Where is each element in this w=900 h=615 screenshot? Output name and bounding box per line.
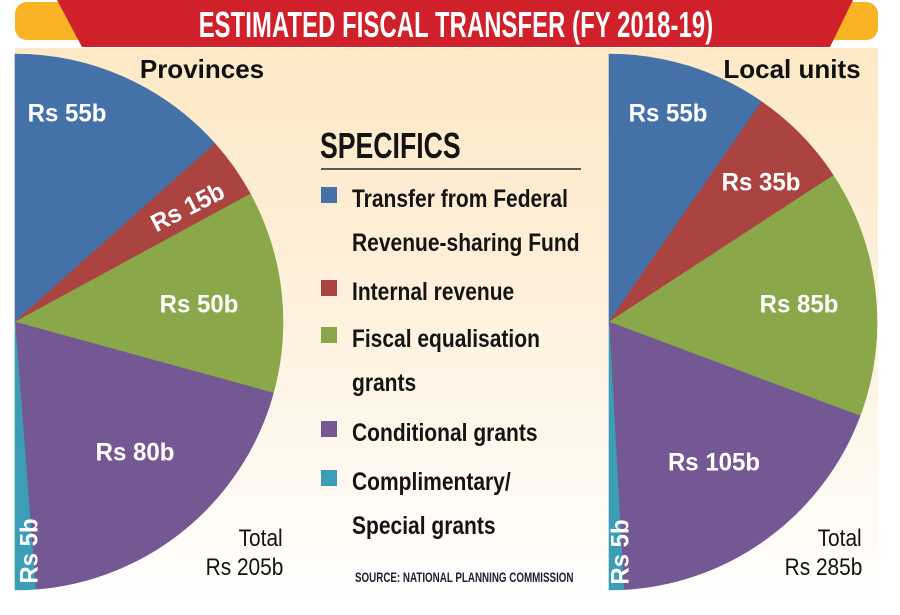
pie-slice-transfer-from-federal-revenue-sharing-fund xyxy=(14,53,216,323)
legend-heading: SPECIFICS xyxy=(320,125,461,166)
data-label-provinces-conditional-grants: Rs 80b xyxy=(95,438,175,467)
data-label-local-conditional-grants: Rs 105b xyxy=(667,448,761,477)
total-label-provinces: Total xyxy=(238,525,283,552)
legend-label-line: Revenue-sharing Fund xyxy=(352,229,580,257)
pie-slice-fiscal-equalisation-grants xyxy=(608,175,878,417)
legend-swatch-red xyxy=(321,280,337,296)
total-label-local-units: Total xyxy=(817,525,862,552)
chart-title-provinces: Provinces xyxy=(139,54,265,84)
legend-label-line: Internal revenue xyxy=(352,278,515,306)
legend-label-line: Conditional grants xyxy=(352,419,538,447)
legend-swatch-teal xyxy=(321,470,337,486)
legend-divider xyxy=(321,168,581,170)
pie-local-units xyxy=(608,53,878,591)
legend-swatch-blue xyxy=(321,187,337,203)
infographic-title: ESTIMATED FISCAL TRANSFER (FY 2018-19) xyxy=(198,4,714,45)
pie-slice-complimentary-special-grants xyxy=(14,321,36,591)
data-label-provinces-fiscal-equalisation: Rs 50b xyxy=(159,290,239,319)
pie-slice-complimentary-special-grants xyxy=(608,321,625,591)
total-value-provinces: Rs 205b xyxy=(205,554,283,581)
legend-label-line: Transfer from Federal xyxy=(352,185,568,213)
data-label-local-fiscal-equalisation: Rs 85b xyxy=(759,290,839,319)
title-banner-shape xyxy=(57,0,853,47)
pie-provinces xyxy=(14,53,284,591)
legend-label-line: grants xyxy=(352,369,417,397)
chart-title-local-units: Local units xyxy=(723,54,861,84)
source-credit: SOURCE: NATIONAL PLANNING COMMISSION xyxy=(355,569,574,585)
pie-slice-conditional-grants xyxy=(14,321,274,590)
data-label-local-special-grants: Rs 5b xyxy=(606,519,635,585)
legend-swatch-green xyxy=(321,327,337,343)
legend-swatch-purple xyxy=(321,421,337,437)
pie-slice-fiscal-equalisation-grants xyxy=(14,193,284,394)
legend-label-line: Special grants xyxy=(352,512,496,540)
legend-label-line: Complimentary/ xyxy=(352,468,511,496)
pie-slice-transfer-from-federal-revenue-sharing-fund xyxy=(608,53,763,323)
data-label-provinces-special-grants: Rs 5b xyxy=(15,518,44,584)
title-banner xyxy=(57,0,853,47)
data-label-local-federal-transfer: Rs 55b xyxy=(628,99,708,128)
data-label-provinces-federal-transfer: Rs 55b xyxy=(27,99,107,128)
legend-label-line: Fiscal equalisation xyxy=(352,325,540,353)
total-value-local-units: Rs 285b xyxy=(784,554,862,581)
pie-slice-conditional-grants xyxy=(608,321,861,590)
data-label-local-internal-revenue: Rs 35b xyxy=(721,168,801,197)
